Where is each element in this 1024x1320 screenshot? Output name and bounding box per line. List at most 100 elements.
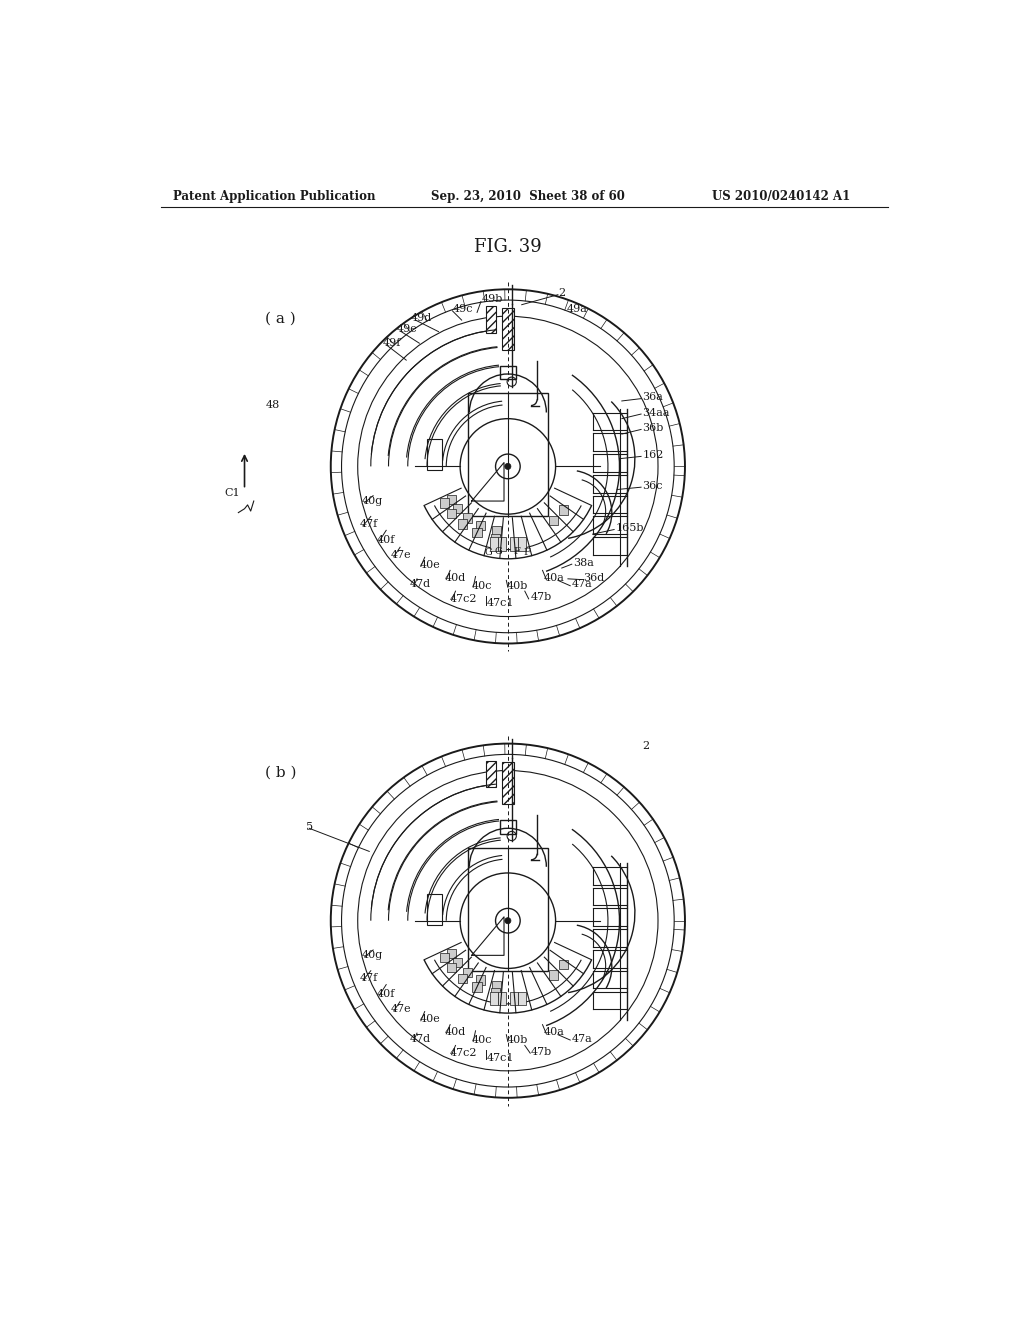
Bar — [446, 495, 456, 504]
Bar — [498, 991, 506, 1006]
Text: F: F — [523, 548, 530, 557]
Text: 49f: 49f — [383, 338, 401, 348]
Text: G: G — [484, 548, 493, 557]
Text: 40f: 40f — [377, 535, 395, 545]
Text: 2: 2 — [643, 741, 650, 751]
Text: 47a: 47a — [571, 579, 593, 589]
Bar — [468, 847, 548, 970]
Text: 38a: 38a — [573, 557, 594, 568]
Bar — [440, 953, 450, 962]
Text: 47c1: 47c1 — [486, 1053, 514, 1063]
Bar — [472, 528, 481, 537]
Text: 40g: 40g — [361, 496, 383, 506]
Bar — [440, 499, 450, 508]
Bar — [453, 504, 463, 513]
Text: 40g: 40g — [361, 950, 383, 961]
Text: 49a: 49a — [567, 305, 588, 314]
Bar — [492, 527, 501, 536]
Text: Patent Application Publication: Patent Application Publication — [173, 190, 376, 203]
Bar — [490, 537, 498, 552]
Bar — [485, 306, 497, 333]
Bar — [427, 894, 442, 924]
Bar — [485, 760, 497, 788]
Bar — [549, 970, 558, 979]
Bar — [559, 960, 568, 969]
Bar — [502, 762, 514, 804]
Circle shape — [505, 463, 511, 470]
Bar — [463, 513, 472, 523]
Bar — [475, 975, 484, 985]
Text: 40e: 40e — [419, 560, 440, 570]
Text: 2: 2 — [559, 288, 566, 298]
Bar — [458, 974, 467, 983]
Circle shape — [505, 917, 511, 924]
Text: C1: C1 — [224, 488, 240, 499]
Text: 40f: 40f — [377, 989, 395, 999]
Text: 40c: 40c — [472, 581, 493, 591]
Text: ( b ): ( b ) — [265, 766, 297, 780]
Text: 165b: 165b — [615, 523, 644, 533]
Bar — [447, 964, 457, 973]
Text: 40c: 40c — [472, 1035, 493, 1045]
Text: 36c: 36c — [643, 480, 664, 491]
Text: 40d: 40d — [444, 1027, 466, 1038]
Text: 49d: 49d — [411, 313, 432, 323]
Text: US 2010/0240142 A1: US 2010/0240142 A1 — [712, 190, 850, 203]
Text: 47b: 47b — [530, 593, 552, 602]
Text: 40a: 40a — [544, 1027, 565, 1038]
Text: FIG. 39: FIG. 39 — [474, 238, 542, 256]
Text: 40a: 40a — [544, 573, 565, 583]
Text: 36a: 36a — [643, 392, 664, 403]
Text: 47e: 47e — [391, 1005, 412, 1014]
Text: 47c2: 47c2 — [451, 1048, 477, 1059]
Bar — [500, 366, 515, 379]
Text: 47c1: 47c1 — [486, 598, 514, 609]
Bar — [500, 820, 515, 834]
Bar — [490, 991, 498, 1006]
Text: Sep. 23, 2010  Sheet 38 of 60: Sep. 23, 2010 Sheet 38 of 60 — [431, 190, 625, 203]
Bar — [518, 991, 525, 1006]
Text: 162: 162 — [643, 450, 664, 459]
Bar — [498, 537, 506, 552]
Text: 47f: 47f — [360, 519, 378, 529]
Bar — [427, 440, 442, 470]
Bar — [549, 516, 558, 525]
Text: 47c2: 47c2 — [451, 594, 477, 603]
Text: 47b: 47b — [530, 1047, 552, 1056]
Text: 34aa: 34aa — [643, 408, 670, 417]
Bar — [468, 393, 548, 516]
Bar — [559, 506, 568, 515]
Text: F: F — [514, 546, 520, 556]
Text: 47d: 47d — [410, 579, 431, 589]
Bar — [510, 537, 518, 552]
Text: 48: 48 — [266, 400, 281, 409]
Bar — [510, 991, 518, 1006]
Bar — [518, 537, 525, 552]
Text: 49b: 49b — [481, 294, 503, 305]
Text: 36b: 36b — [643, 422, 664, 433]
Text: 49e: 49e — [396, 325, 417, 334]
Text: 40e: 40e — [419, 1014, 440, 1024]
Bar — [458, 520, 467, 529]
Text: 49c: 49c — [453, 305, 473, 314]
Text: 40b: 40b — [506, 581, 527, 591]
Text: 40b: 40b — [506, 1035, 527, 1045]
Bar — [463, 968, 472, 977]
Bar — [490, 989, 500, 998]
Text: 47a: 47a — [571, 1034, 593, 1044]
Bar — [446, 949, 456, 958]
Text: 47d: 47d — [410, 1034, 431, 1044]
Bar — [472, 982, 481, 991]
Text: G: G — [495, 546, 503, 556]
Bar — [490, 533, 500, 543]
Bar — [502, 308, 514, 350]
Text: 40d: 40d — [444, 573, 466, 583]
Text: ( a ): ( a ) — [265, 312, 296, 326]
Text: 47e: 47e — [391, 550, 412, 560]
Text: 5: 5 — [306, 822, 313, 832]
Bar — [475, 521, 484, 531]
Bar — [447, 508, 457, 517]
Text: 47f: 47f — [360, 973, 378, 983]
Bar — [492, 981, 501, 990]
Bar — [453, 958, 463, 968]
